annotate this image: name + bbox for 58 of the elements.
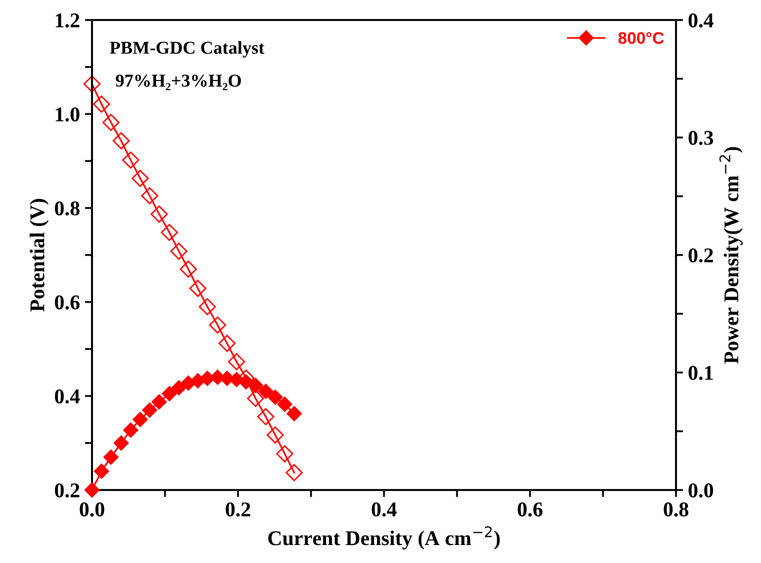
point	[258, 384, 274, 399]
y-tick-label: 0.8	[54, 201, 80, 216]
point	[286, 464, 303, 482]
point	[83, 75, 101, 92]
point	[180, 260, 197, 278]
point	[162, 386, 177, 402]
point	[132, 170, 149, 187]
point	[209, 316, 226, 334]
point	[276, 445, 294, 462]
point	[123, 422, 138, 438]
y2-tick-label: 0.2	[688, 248, 713, 263]
point	[246, 390, 264, 407]
point	[114, 435, 129, 451]
x-tick-label: 0.4	[372, 502, 397, 517]
x-tick-label: 0.2	[226, 502, 250, 517]
y2-axis-title: Power Density(W cm$^{−2}$)	[719, 147, 743, 364]
point	[102, 114, 120, 132]
y2-tick-label: 0.1	[688, 366, 713, 380]
point	[122, 152, 140, 169]
point	[198, 298, 216, 316]
point	[286, 406, 302, 422]
y-tick-label: 0.4	[54, 389, 80, 404]
point	[103, 450, 119, 465]
y2-tick-label: 0.4	[688, 13, 714, 28]
y-tick-label: 1.0	[56, 107, 80, 122]
legend-label: 800°C	[618, 32, 664, 44]
point	[132, 412, 148, 428]
y2-tick-label: 0.3	[688, 130, 714, 146]
point	[94, 464, 110, 479]
x-axis-title: Current Density (A cm$^{−2}$)	[268, 526, 500, 550]
point	[228, 353, 246, 370]
annotation: 97%H₂+3%H₂O	[116, 74, 241, 90]
point	[218, 334, 236, 352]
point	[150, 206, 168, 223]
x-tick-label: 0.8	[664, 502, 688, 517]
point	[277, 396, 292, 412]
point	[266, 426, 284, 444]
point	[92, 96, 110, 113]
x-tick-label: 0.6	[518, 502, 542, 517]
y-axis-title: Potential (V)	[30, 198, 49, 312]
y2-tick-label: 0.0	[688, 483, 714, 498]
point	[248, 378, 264, 393]
point	[170, 242, 188, 260]
point	[268, 390, 283, 405]
point	[171, 380, 186, 396]
x-tick-label: 0.0	[80, 502, 104, 517]
y-tick-label: 0.6	[54, 295, 80, 310]
y-tick-label: 0.2	[54, 483, 80, 498]
point	[257, 408, 274, 426]
point	[141, 187, 158, 204]
annotation: PBM-GDC Catalyst	[110, 41, 264, 58]
y-tick-label: 1.2	[56, 13, 80, 28]
point	[84, 482, 100, 498]
point	[152, 394, 167, 410]
point	[189, 280, 206, 297]
point	[112, 132, 130, 150]
point	[142, 402, 158, 418]
point	[160, 224, 178, 241]
